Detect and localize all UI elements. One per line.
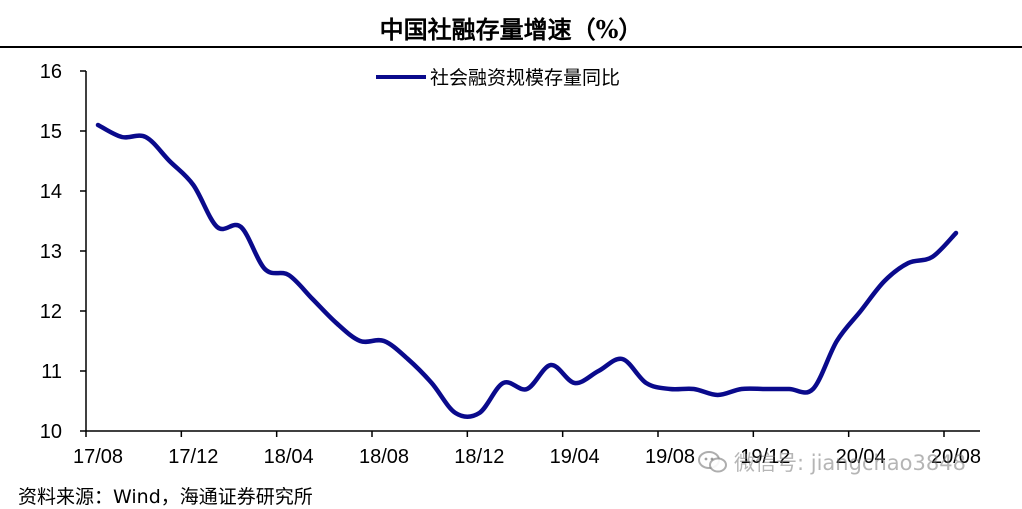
- legend: 社会融资规模存量同比: [376, 67, 620, 89]
- series-group: [95, 122, 959, 419]
- watermark: 微信号: jiangchao3848: [698, 447, 966, 477]
- y-tick-label: 14: [40, 181, 62, 203]
- x-tick-label: 17/08: [73, 446, 123, 468]
- watermark-text: 微信号: jiangchao3848: [734, 451, 966, 475]
- source-note: 资料来源：Wind，海通证券研究所: [18, 486, 313, 508]
- y-tick-label: 10: [40, 421, 62, 443]
- y-tick-label: 12: [40, 301, 62, 323]
- y-tick-label: 13: [40, 241, 62, 263]
- x-tick-label: 17/12: [168, 446, 218, 468]
- x-tick-label: 19/12: [740, 446, 790, 468]
- x-tick-label: 20/04: [836, 446, 886, 468]
- axes: [85, 71, 980, 432]
- wechat-icon: [698, 451, 727, 473]
- y-tick-label: 15: [40, 121, 62, 143]
- x-tick-label: 18/12: [454, 446, 504, 468]
- x-tick-label: 18/08: [359, 446, 409, 468]
- x-tick-label: 19/04: [550, 446, 600, 468]
- y-tick-label: 11: [41, 361, 62, 383]
- y-tick-label: 16: [40, 61, 62, 83]
- series-line: [95, 122, 959, 419]
- x-tick-label: 18/04: [264, 446, 314, 468]
- ticks: 10 11 12 13 14 15 16 17/08 17/12 18/04 18/08 18/12 1…: [40, 61, 981, 468]
- x-tick-label: 20/08: [931, 446, 981, 468]
- legend-label: 社会融资规模存量同比: [430, 67, 620, 89]
- page-title: 中国社融存量增速（%）: [379, 15, 643, 44]
- x-tick-label: 19/08: [645, 446, 695, 468]
